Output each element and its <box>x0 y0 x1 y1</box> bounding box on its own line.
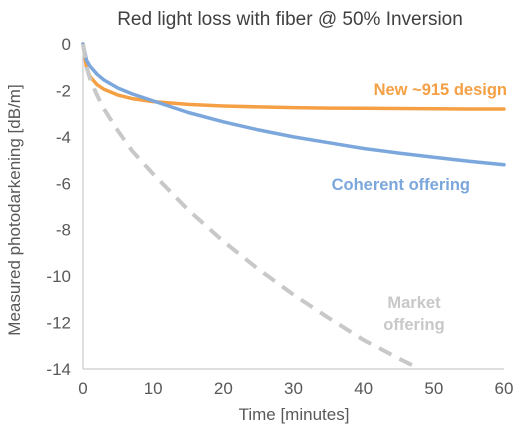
x-tick-label: 50 <box>424 379 443 398</box>
x-tick-label: 60 <box>495 379 514 398</box>
y-tick-label: -4 <box>56 128 71 147</box>
series-line-market-offering <box>81 43 421 371</box>
series-label-new-915-design: New ~915 design <box>374 81 507 99</box>
series-labels: New ~915 design Coherent offering Market of… <box>332 81 507 334</box>
series-line-coherent-offering <box>81 42 506 167</box>
x-tick-label: 10 <box>144 379 163 398</box>
x-tick-label: 40 <box>354 379 373 398</box>
y-tick-label: -2 <box>56 81 71 100</box>
series-label-line: offering <box>383 316 444 334</box>
series-layer <box>81 42 506 371</box>
y-tick-label: -12 <box>46 314 71 333</box>
series-label-market-offering: Market offering <box>383 294 444 334</box>
x-axis-title: Time [minutes] <box>239 405 350 424</box>
y-tick-label: -14 <box>46 360 71 379</box>
y-tick-label: -8 <box>56 221 71 240</box>
series-label-line: Coherent offering <box>332 176 470 194</box>
axes: 0 10 20 30 40 50 60 0 -2 -4 -6 -8 -10 -12 -14 <box>46 35 513 398</box>
series-label-line: Market <box>387 294 441 312</box>
y-tick-label: 0 <box>62 35 71 54</box>
y-axis-title: Measured photodarkening [dB/m] <box>5 84 24 335</box>
x-tick-label: 20 <box>214 379 233 398</box>
series-line-new-915-design <box>81 42 506 111</box>
chart-title: Red light loss with fiber @ 50% Inversio… <box>117 9 463 30</box>
x-tick-label: 30 <box>284 379 303 398</box>
x-tick-label: 0 <box>78 379 87 398</box>
series-label-line: New ~915 design <box>374 81 507 99</box>
y-tick-label: -10 <box>46 267 71 286</box>
series-label-coherent-offering: Coherent offering <box>332 176 470 194</box>
y-tick-label: -6 <box>56 174 71 193</box>
